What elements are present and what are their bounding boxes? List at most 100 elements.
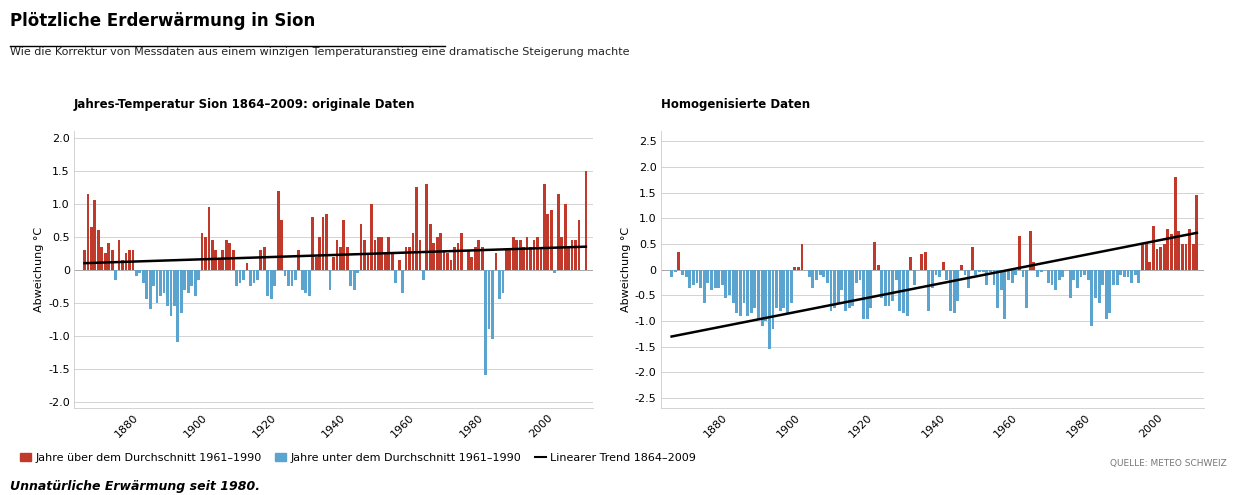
Bar (978, 270, 981, 272)
Bar (440, 234, 442, 270)
Bar (477, 240, 480, 270)
Bar (488, 270, 490, 329)
Bar (408, 247, 411, 270)
Text: Jahres-Temperatur Sion 1864–2009: originale Daten: Jahres-Temperatur Sion 1864–2009: origin… (74, 99, 416, 111)
Bar (373, 240, 377, 270)
Bar (553, 270, 556, 273)
Bar (757, 270, 760, 319)
Bar (946, 270, 948, 280)
Bar (1160, 247, 1162, 270)
Bar (311, 217, 314, 270)
Bar (1170, 234, 1173, 270)
Bar (1068, 270, 1072, 298)
Bar (684, 270, 688, 278)
Bar (238, 270, 242, 283)
Bar (474, 247, 477, 270)
Bar (543, 184, 546, 270)
Bar (211, 240, 214, 270)
Bar (200, 234, 204, 270)
Bar (96, 230, 100, 270)
Bar (332, 256, 335, 270)
Bar (1091, 270, 1093, 326)
Bar (384, 253, 387, 270)
Y-axis label: Abweichung °C: Abweichung °C (35, 227, 44, 312)
Bar (350, 270, 352, 286)
Bar (855, 270, 858, 283)
Bar (86, 194, 89, 270)
Bar (367, 253, 369, 270)
Bar (1057, 270, 1061, 280)
Bar (742, 270, 746, 303)
Bar (217, 260, 221, 270)
Bar (415, 187, 417, 270)
Bar (336, 240, 338, 270)
Bar (529, 247, 532, 270)
Bar (677, 252, 680, 270)
Bar (228, 244, 231, 270)
Bar (169, 270, 173, 316)
Bar (692, 270, 695, 285)
Bar (989, 270, 992, 272)
Bar (1105, 270, 1108, 319)
Bar (764, 270, 767, 321)
Bar (422, 270, 425, 280)
Bar (235, 270, 238, 286)
Bar (252, 270, 256, 283)
Bar (125, 253, 127, 270)
Bar (1032, 262, 1035, 270)
Bar (695, 270, 699, 283)
Bar (913, 270, 916, 285)
Bar (526, 237, 529, 270)
Bar (180, 270, 183, 313)
Bar (710, 270, 713, 290)
Bar (974, 270, 977, 275)
Bar (935, 270, 937, 275)
Bar (584, 171, 588, 270)
Bar (1126, 270, 1130, 278)
Bar (1040, 270, 1042, 272)
Bar (873, 242, 876, 270)
Bar (1137, 270, 1140, 283)
Bar (190, 270, 193, 286)
Bar (308, 270, 311, 296)
Text: Homogenisierte Daten: Homogenisierte Daten (661, 99, 810, 111)
Bar (256, 270, 259, 280)
Bar (819, 270, 821, 275)
Bar (993, 270, 995, 285)
Bar (688, 270, 692, 288)
Bar (1156, 249, 1158, 270)
Bar (159, 270, 162, 296)
Bar (729, 270, 731, 296)
Bar (1018, 237, 1021, 270)
Bar (280, 220, 283, 270)
Bar (1087, 270, 1089, 280)
Bar (290, 270, 294, 286)
Bar (114, 270, 117, 280)
Bar (467, 250, 469, 270)
Bar (967, 270, 971, 288)
Bar (156, 270, 158, 303)
Bar (471, 256, 473, 270)
Bar (94, 200, 96, 270)
Bar (405, 247, 408, 270)
Bar (1079, 270, 1082, 278)
Bar (963, 270, 967, 275)
Bar (1010, 270, 1014, 283)
Bar (888, 270, 890, 306)
Bar (492, 270, 494, 339)
Bar (532, 240, 536, 270)
Bar (571, 240, 573, 270)
Bar (1192, 244, 1194, 270)
Bar (225, 240, 227, 270)
Bar (436, 237, 438, 270)
Bar (277, 191, 279, 270)
Bar (1000, 270, 1003, 290)
Bar (800, 244, 804, 270)
Bar (546, 214, 550, 270)
Bar (815, 270, 818, 280)
Bar (718, 270, 720, 288)
Bar (1047, 270, 1050, 283)
Bar (100, 247, 104, 270)
Bar (1184, 244, 1188, 270)
Bar (862, 270, 864, 319)
